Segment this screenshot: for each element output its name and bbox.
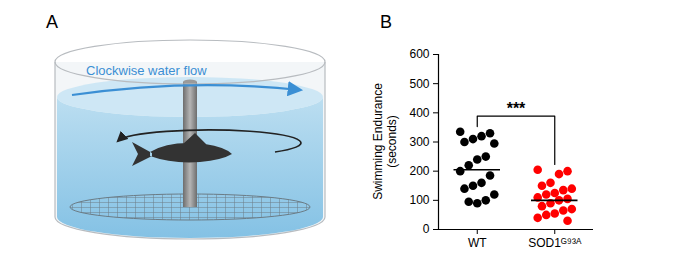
html-text:A: A xyxy=(46,12,58,32)
svg-text:300: 300 xyxy=(409,135,429,149)
svg-text:Swimming Endurance(seconds): Swimming Endurance(seconds) xyxy=(371,83,399,200)
html-text:B: B xyxy=(380,12,392,32)
svg-text:500: 500 xyxy=(409,77,429,91)
svg-text:600: 600 xyxy=(409,47,429,61)
svg-text:Clockwise water flow: Clockwise water flow xyxy=(86,63,207,78)
svg-text:WT: WT xyxy=(468,236,487,250)
svg-text:0: 0 xyxy=(423,222,430,236)
svg-text:100: 100 xyxy=(409,193,429,207)
svg-text:SOD1ᴳ⁹³ᴬ: SOD1ᴳ⁹³ᴬ xyxy=(528,236,582,250)
svg-text:400: 400 xyxy=(409,106,429,120)
svg-text:200: 200 xyxy=(409,164,429,178)
svg-text:***: *** xyxy=(507,100,526,117)
